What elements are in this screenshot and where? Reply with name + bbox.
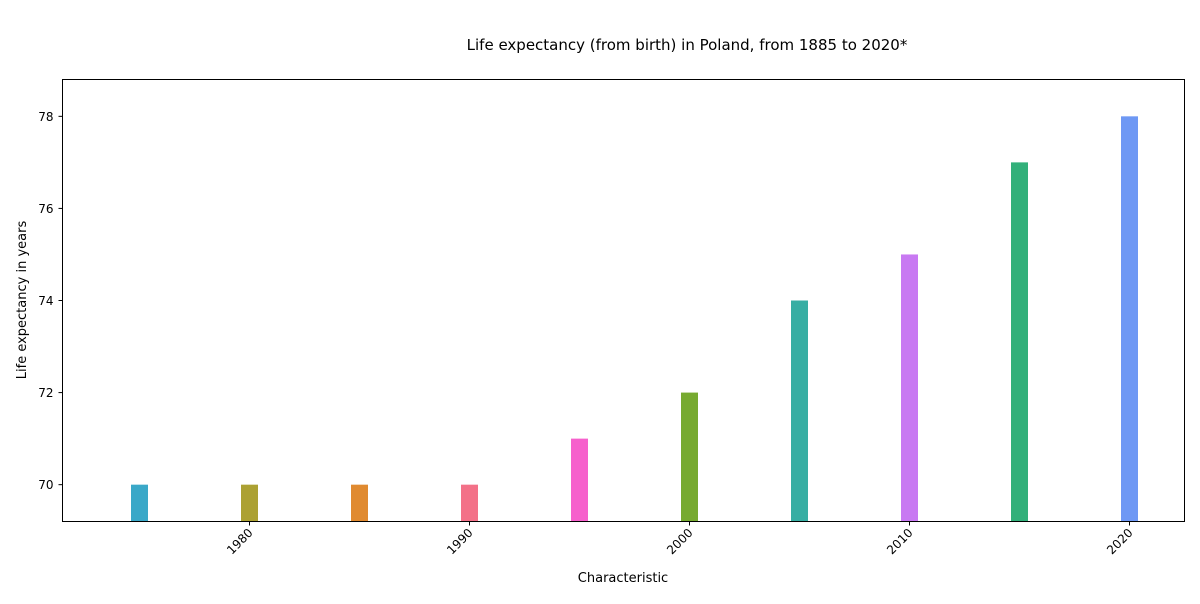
bar-1990 [461,484,478,522]
y-tick-label: 74 [38,294,53,308]
bar-2005 [791,300,808,522]
plot-frame [62,79,1185,522]
bar-1975 [131,484,148,522]
bars-group [131,116,1138,522]
y-axis-label: Life expectancy in years [15,221,30,380]
x-tick-label: 2010 [884,526,915,557]
bar-1985 [351,484,368,522]
x-axis-label: Characteristic [578,571,668,586]
bar-2015 [1011,162,1028,522]
bar-2010 [901,254,918,522]
bar-1980 [241,484,258,522]
bar-2000 [681,392,698,522]
y-tick-label: 78 [38,110,53,124]
x-tick-label: 2000 [664,526,695,557]
bar-2020 [1121,116,1138,522]
y-tick-label: 76 [38,202,53,216]
bar-1995 [571,438,588,522]
y-tick-label: 70 [38,478,53,492]
x-tick-label: 2020 [1104,526,1135,557]
x-tick-label: 1980 [224,526,255,557]
chart-title: Life expectancy (from birth) in Poland, … [467,36,908,54]
y-tick-label: 72 [38,386,53,400]
x-tick-label: 1990 [444,526,475,557]
